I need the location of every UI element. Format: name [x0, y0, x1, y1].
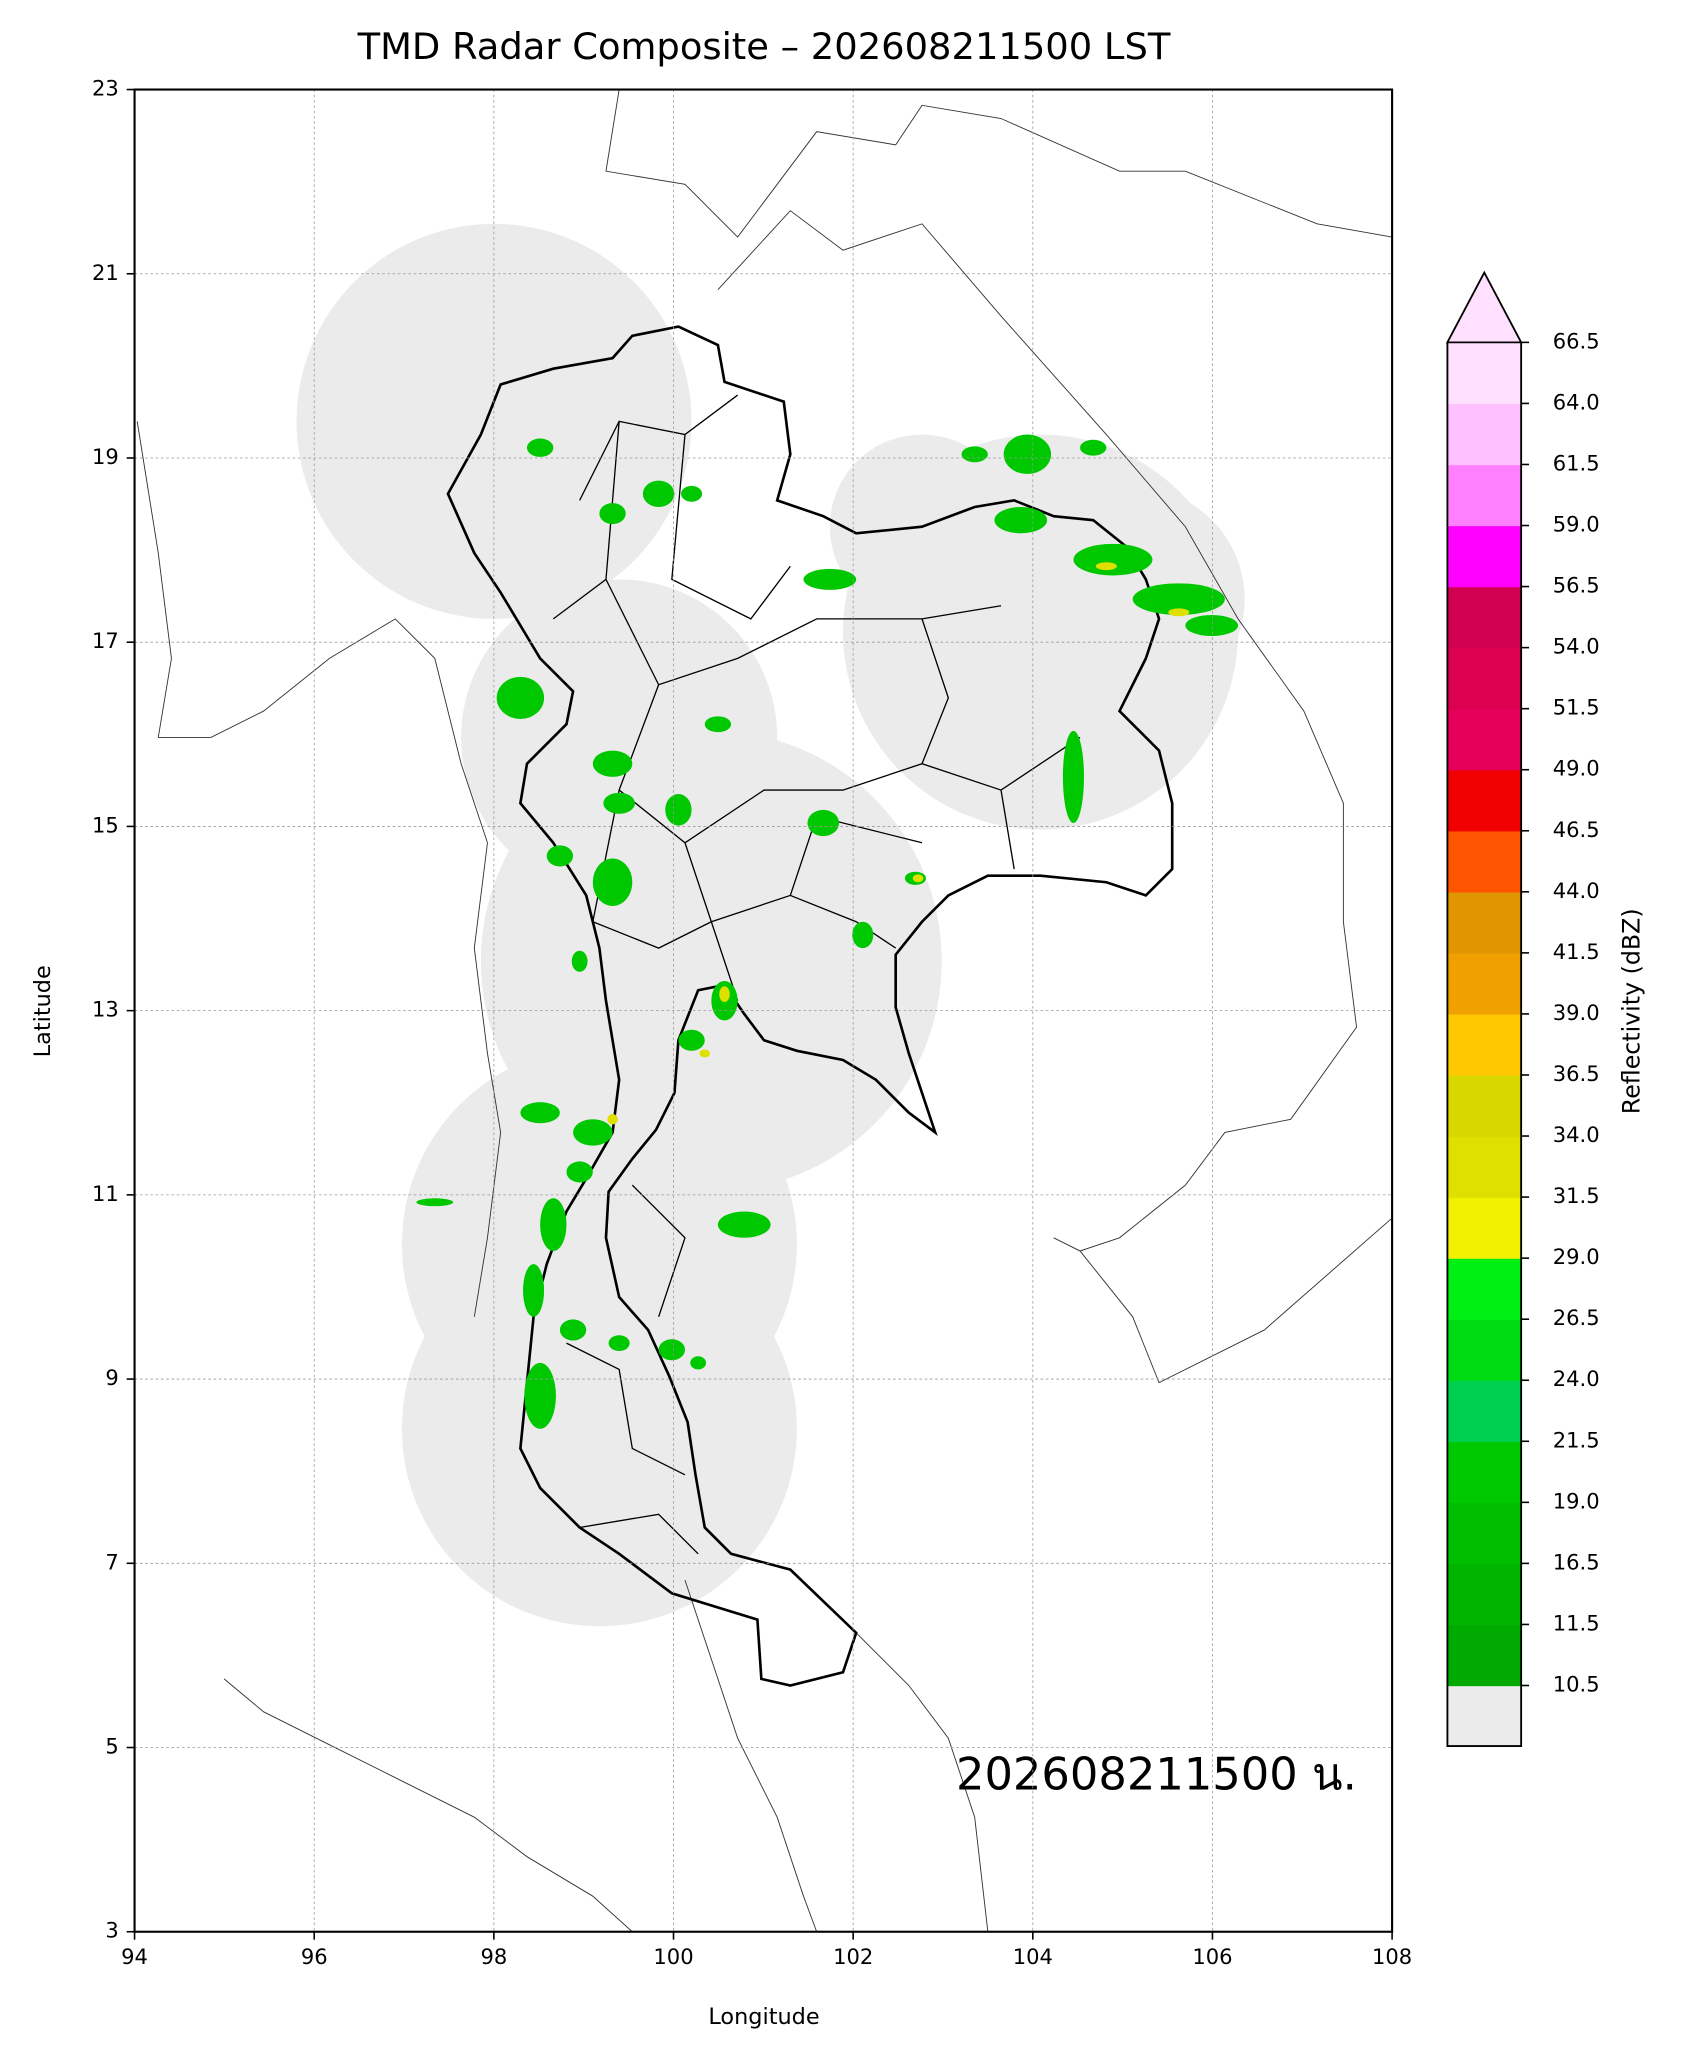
colorbar-tick-label: 49.0	[1553, 756, 1600, 781]
colorbar-tick-label: 54.0	[1553, 634, 1600, 659]
colorbar-band	[1447, 1380, 1522, 1442]
y-tick-label: 11	[92, 1181, 119, 1206]
chart-title: TMD Radar Composite – 202608211500 LST	[357, 25, 1171, 68]
x-axis-label: Longitude	[708, 2004, 819, 2030]
colorbar-tick-label: 19.0	[1553, 1488, 1600, 1513]
x-tick-label: 100	[653, 1944, 693, 1969]
colorbar-tick-label: 56.5	[1553, 573, 1600, 598]
colorbar-band	[1447, 647, 1522, 710]
axes-frame	[133, 88, 1394, 1933]
colorbar-tick-label: 29.0	[1553, 1244, 1600, 1269]
x-tick-label: 104	[1013, 1944, 1053, 1969]
colorbar-tick-label: 31.5	[1553, 1183, 1600, 1208]
colorbar-band	[1447, 586, 1522, 649]
y-tick-label: 13	[92, 997, 119, 1022]
x-tick-label: 98	[480, 1944, 507, 1969]
x-tick-label: 102	[833, 1944, 873, 1969]
colorbar-band	[1447, 708, 1522, 771]
x-tick-label: 96	[301, 1944, 328, 1969]
colorbar-tick-label: 44.0	[1553, 878, 1600, 903]
y-tick-label: 17	[92, 628, 119, 653]
colorbar-band	[1447, 1624, 1522, 1687]
y-tick-label: 23	[92, 76, 119, 101]
colorbar-tick-label: 39.0	[1553, 1000, 1600, 1025]
y-tick-label: 15	[92, 812, 119, 837]
colorbar-tick-label: 34.0	[1553, 1122, 1600, 1147]
y-tick-label: 3	[105, 1918, 118, 1943]
radar-echoes	[416, 434, 1239, 1429]
timestamp-annotation: 202608211500 น.	[956, 1748, 1357, 1801]
colorbar-band	[1447, 1074, 1522, 1137]
y-axis-label: Latitude	[30, 965, 56, 1057]
colorbar-tick-label: 51.5	[1553, 695, 1600, 720]
colorbar-band	[1447, 952, 1522, 1015]
map-layer	[136, 89, 1393, 1932]
province-borders	[552, 394, 1081, 1555]
colorbar-tick-label: 24.0	[1553, 1366, 1600, 1391]
colorbar-band	[1447, 1502, 1522, 1565]
x-tick-label: 108	[1372, 1944, 1412, 1969]
x-tick-label: 106	[1192, 1944, 1232, 1969]
colorbar-band	[1447, 525, 1522, 588]
colorbar-under	[1447, 1685, 1522, 1747]
colorbar-tick-label: 16.5	[1553, 1549, 1600, 1574]
colorbar-tick-label: 61.5	[1553, 450, 1600, 475]
colorbar-tick-label: 64.0	[1553, 389, 1600, 414]
colorbar-band	[1447, 891, 1522, 954]
colorbar-tick-label: 36.5	[1553, 1061, 1600, 1086]
colorbar-band	[1447, 1258, 1522, 1320]
x-tick-label: 94	[121, 1944, 148, 1969]
colorbar-label: Reflectivity (dBZ)	[1618, 908, 1646, 1114]
colorbar-band	[1447, 1319, 1522, 1381]
y-tick-label: 19	[92, 444, 119, 469]
colorbar-band	[1447, 403, 1522, 466]
colorbar-band	[1447, 769, 1522, 832]
colorbar-tick-label: 11.5	[1553, 1610, 1600, 1635]
colorbar-band	[1447, 1197, 1522, 1259]
colorbar-tick-label: 46.5	[1553, 817, 1600, 842]
colorbar-tick-label: 59.0	[1553, 512, 1600, 537]
colorbar-band	[1447, 1013, 1522, 1076]
y-tick-label: 9	[105, 1365, 118, 1390]
colorbar-extension	[1445, 270, 1523, 344]
colorbar-band	[1447, 464, 1522, 527]
colorbar-tick-label: 10.5	[1553, 1671, 1600, 1696]
colorbar-band	[1447, 830, 1522, 893]
colorbar-tick-label: 21.5	[1553, 1427, 1600, 1452]
colorbar-band	[1447, 1441, 1522, 1504]
colorbar-tick-label: 41.5	[1553, 939, 1600, 964]
colorbar-band	[1447, 1136, 1522, 1198]
radar-coverage	[296, 223, 1245, 1627]
colorbar-frame	[1446, 342, 1523, 1747]
colorbar-tick-label: 26.5	[1553, 1305, 1600, 1330]
colorbar-band	[1447, 1563, 1522, 1626]
colorbar-band	[1447, 342, 1522, 405]
y-tick-label: 5	[105, 1734, 118, 1759]
y-tick-label: 21	[92, 260, 119, 285]
y-tick-label: 7	[105, 1549, 118, 1574]
colorbar-tick-label: 66.5	[1553, 328, 1600, 353]
